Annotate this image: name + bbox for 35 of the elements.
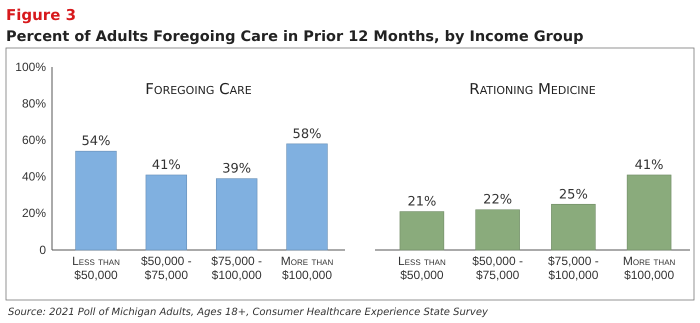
x-tick-label: More than $100,000: [280, 254, 334, 282]
x-tick-label: $75,000 - $100,000: [211, 254, 262, 282]
x-tick-label: $50,000 - $75,000: [472, 254, 523, 282]
y-tick-label: 20%: [22, 206, 46, 220]
data-label: 58%: [292, 126, 322, 142]
data-label: 41%: [634, 158, 664, 173]
bar: [75, 150, 117, 250]
bar: [286, 144, 328, 250]
bar: [475, 209, 520, 250]
text: Percent of Adults Foregoing Care in Prior 12 Months, by Income Group: [6, 29, 584, 45]
text: Rationing Medicine: [469, 80, 596, 98]
bar: [551, 204, 596, 250]
caption: Figure 3: [6, 6, 76, 24]
bar: [400, 211, 444, 250]
x-tick-label: More than $100,000: [622, 254, 676, 282]
data-label: 54%: [82, 134, 110, 150]
x-tick-label: Less than $50,000: [72, 254, 120, 282]
x-tick-label: Less than $50,000: [398, 254, 446, 282]
x-tick-label: $75,000 - $100,000: [548, 254, 599, 282]
data-label: 39%: [222, 162, 252, 177]
x-tick-label: $50,000 - $75,000: [140, 254, 192, 282]
source-note: Source: 2021 Poll of Michigan Adults, Ages 18+, Consumer Healthcare Experience State Survey: [8, 307, 489, 318]
data-label: 41%: [152, 158, 181, 173]
data-label: 21%: [407, 194, 436, 210]
y-tick-label: 60%: [22, 133, 46, 148]
data-label: 25%: [558, 187, 588, 202]
y-tick-label: 100%: [15, 60, 46, 74]
text: Foregoing Care: [145, 80, 252, 98]
y-tick-label: 0: [39, 242, 46, 257]
bar: [216, 178, 258, 250]
y-tick-label: 80%: [22, 96, 46, 110]
bar: [626, 174, 672, 250]
bar: [146, 174, 188, 250]
data-label: 22%: [483, 192, 512, 208]
y-tick-label: 40%: [22, 170, 46, 184]
